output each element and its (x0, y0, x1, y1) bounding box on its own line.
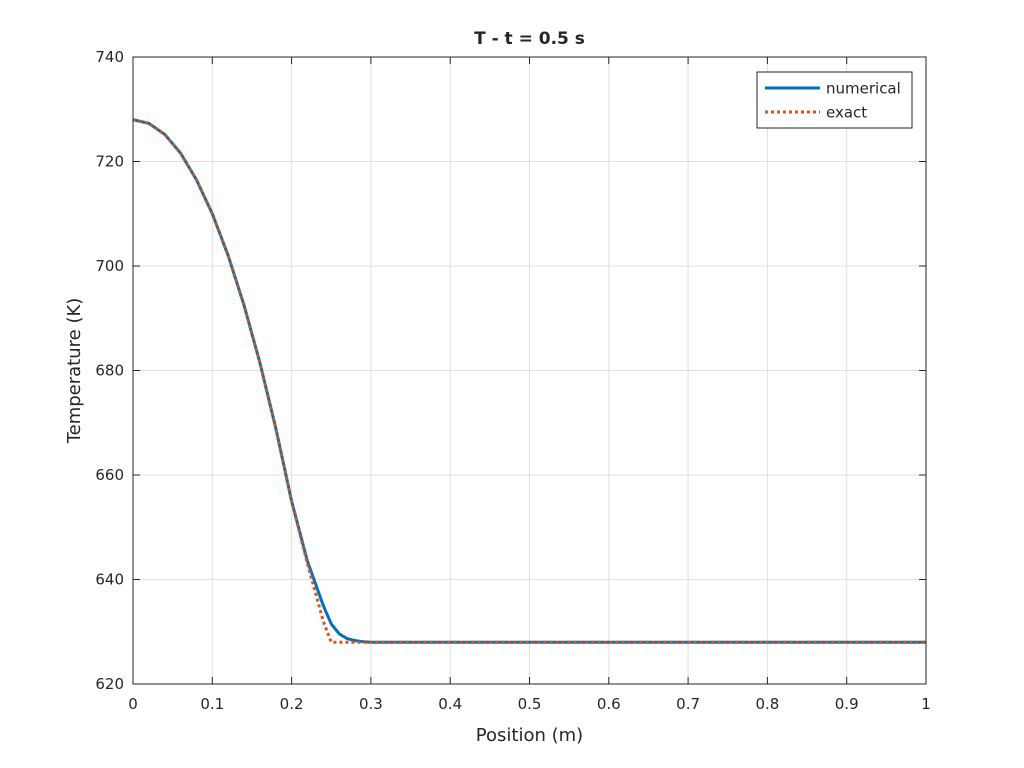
x-tick-label: 0.9 (835, 695, 859, 713)
data-series (132, 118, 926, 644)
x-tick-label: 0.5 (518, 695, 542, 713)
x-tick-label: 1 (921, 695, 931, 713)
x-tick-label: 0.3 (359, 695, 383, 713)
x-tick-label: 0.8 (755, 695, 779, 713)
y-tick-label: 740 (95, 48, 124, 66)
legend-label-numerical: numerical (826, 80, 901, 98)
y-axis-label: Temperature (K) (64, 298, 85, 445)
legend-label-exact: exact (826, 104, 867, 122)
x-tick-label: 0.2 (280, 695, 304, 713)
x-axis-label: Position (m) (476, 725, 583, 746)
y-tick-label: 660 (95, 466, 124, 484)
x-tick-label: 0.1 (200, 695, 224, 713)
x-tick-label: 0.7 (676, 695, 700, 713)
legend: numerical exact (756, 71, 913, 129)
chart-title: T - t = 0.5 s (474, 29, 585, 49)
y-tick-label: 620 (95, 675, 124, 693)
y-tick-labels: 620 640 660 680 700 720 740 (95, 48, 124, 693)
legend-box (756, 71, 913, 129)
x-tick-labels: 0 0.1 0.2 0.3 0.4 0.5 0.6 0.7 0.8 0.9 1 (128, 695, 931, 713)
series-line-exact (132, 118, 926, 644)
y-tick-label: 680 (95, 362, 124, 380)
plot-area (132, 56, 927, 685)
x-tick-label: 0.6 (597, 695, 621, 713)
y-tick-label: 720 (95, 153, 124, 171)
x-tick-label: 0.4 (438, 695, 462, 713)
y-tick-label: 640 (95, 571, 124, 589)
axis-ticks (132, 56, 927, 685)
y-tick-label: 700 (95, 257, 124, 275)
x-tick-label: 0 (128, 695, 138, 713)
